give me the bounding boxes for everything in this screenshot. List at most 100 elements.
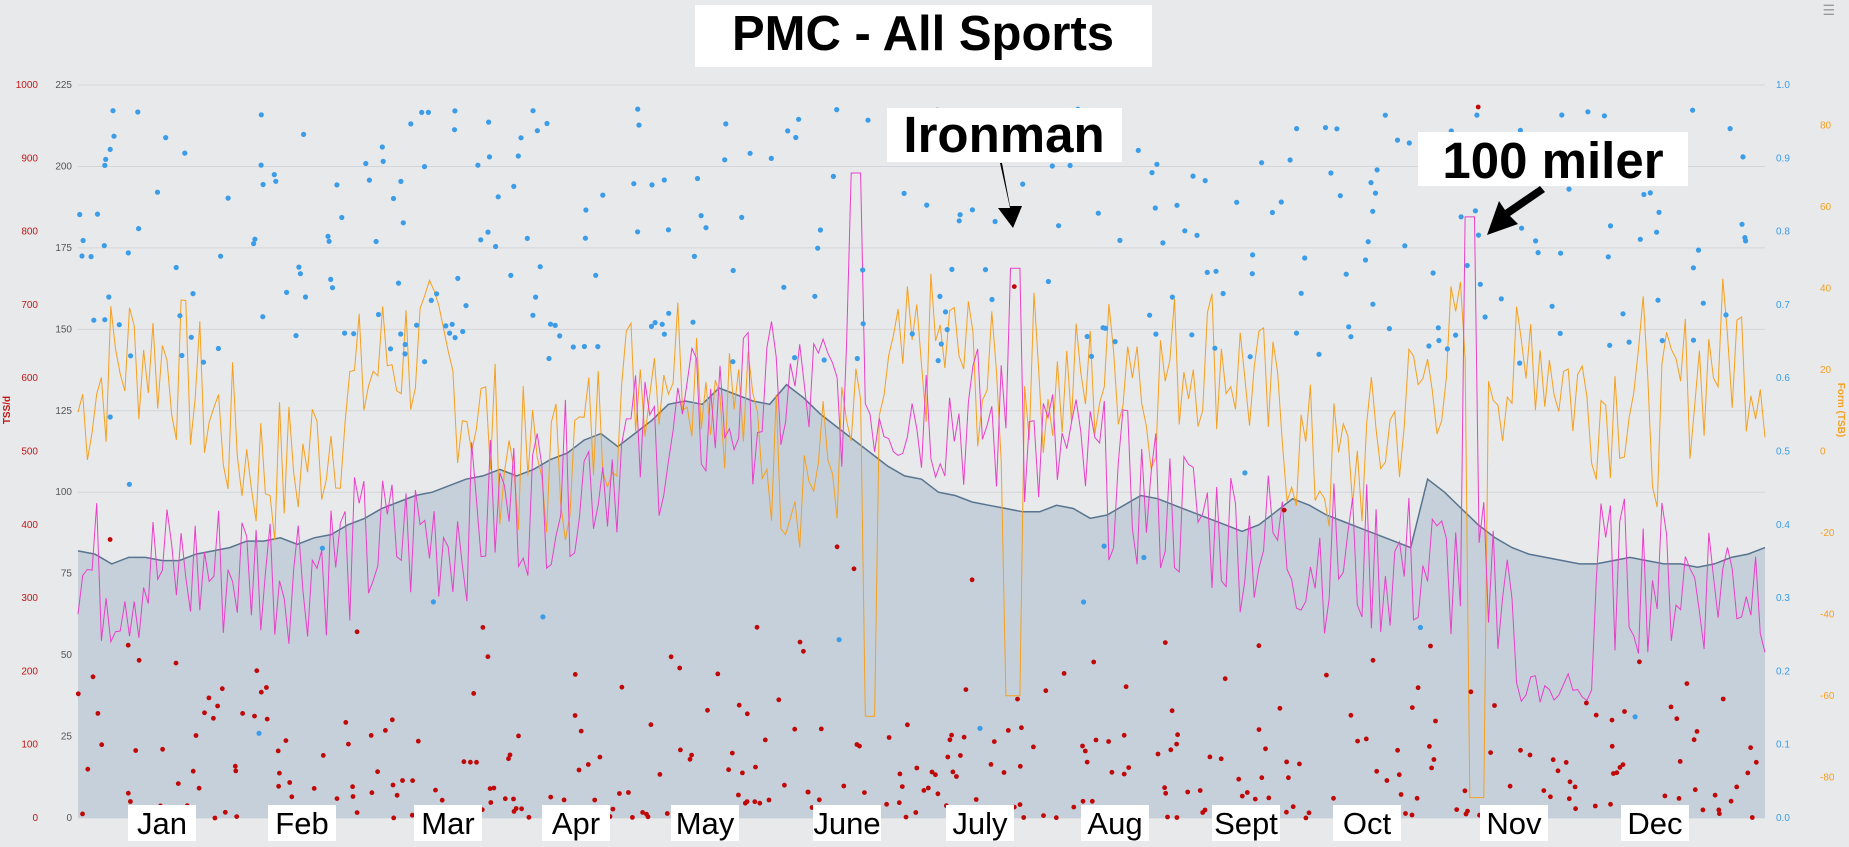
tss-point: [127, 799, 133, 804]
tss-point: [1396, 772, 1402, 778]
tss-point: [471, 691, 477, 696]
intensity-point: [428, 297, 434, 303]
tss-point: [1593, 712, 1599, 718]
intensity-point: [1417, 624, 1423, 631]
intensity-point: [1135, 147, 1141, 153]
tss-point: [526, 814, 532, 820]
intensity-point: [1020, 181, 1026, 187]
intensity-point: [552, 322, 558, 328]
tss-point: [626, 790, 631, 795]
tss-point: [160, 746, 166, 752]
intensity-point: [739, 214, 745, 220]
intensity-point: [1458, 214, 1464, 220]
tss-point: [1084, 759, 1090, 765]
intensity-point: [793, 134, 799, 141]
tss-point: [576, 767, 582, 773]
tss-point: [668, 654, 674, 660]
intensity-point: [546, 355, 552, 362]
intensity-point: [1328, 170, 1334, 176]
intensity-point: [1056, 223, 1062, 229]
tss-point: [1492, 703, 1497, 708]
tss-point: [133, 748, 139, 753]
tss-point: [1252, 796, 1258, 802]
tss-point: [461, 759, 467, 765]
annotation-bg: [1418, 132, 1688, 186]
tss-axis-tick: 800: [21, 227, 38, 238]
tss-point: [1244, 790, 1250, 795]
tss-point: [762, 737, 768, 743]
intensity-point: [301, 131, 307, 137]
intensity-point: [570, 344, 576, 350]
tss-point: [507, 752, 513, 758]
tss-point: [1592, 803, 1598, 809]
intensity-point: [80, 237, 86, 244]
intensity-point: [1435, 325, 1441, 331]
intensity-point: [495, 194, 501, 200]
intensity-point: [949, 266, 955, 272]
load-axis-tick: 25: [61, 732, 73, 743]
intensity-point: [690, 319, 696, 325]
tss-point: [1692, 787, 1698, 793]
intensity-point: [1557, 330, 1563, 336]
intensity-axis-tick: 0.5: [1776, 447, 1790, 458]
tss-point: [415, 738, 421, 744]
intensity-point: [652, 320, 658, 326]
intensity-point: [593, 272, 599, 278]
intensity-point: [1519, 225, 1525, 231]
month-label-bg: [813, 805, 881, 841]
tss-axis-tick: 200: [21, 666, 38, 677]
tss-point: [1572, 784, 1578, 790]
tss-point: [90, 674, 96, 680]
tss-point: [969, 577, 975, 583]
tss-point: [1674, 716, 1680, 722]
tss-point: [283, 738, 289, 743]
intensity-point: [485, 229, 491, 235]
chart-title-group: PMC - All Sports: [695, 5, 1152, 67]
intensity-point: [179, 352, 185, 359]
tss-point: [311, 786, 317, 791]
tss-point: [1567, 779, 1573, 785]
tss-point: [1263, 746, 1268, 752]
tss-point: [196, 785, 202, 791]
tss-point: [1121, 771, 1127, 777]
tss-point: [1163, 790, 1169, 796]
intensity-point: [1152, 205, 1158, 211]
tss-point: [752, 799, 758, 805]
intensity-point: [434, 291, 440, 297]
intensity-axis-tick: 0.3: [1776, 593, 1790, 604]
tss-point: [346, 741, 351, 747]
tss-point: [1475, 104, 1481, 110]
intensity-point: [328, 276, 334, 282]
tss-point: [1677, 759, 1683, 764]
intensity-point: [792, 355, 798, 361]
intensity-point: [1739, 221, 1745, 227]
tss-point: [801, 648, 806, 654]
tss-point: [592, 797, 598, 803]
tss-point: [1121, 732, 1127, 738]
intensity-point: [1566, 186, 1572, 192]
tss-point: [988, 762, 994, 767]
intensity-point: [1430, 270, 1436, 276]
menu-icon[interactable]: ☰: [1822, 2, 1835, 18]
intensity-point: [366, 177, 372, 183]
tss-point: [1409, 812, 1415, 818]
tss-point: [334, 796, 340, 801]
month-label: May: [676, 806, 735, 841]
tss-point: [1155, 751, 1161, 757]
intensity-point: [1154, 161, 1160, 167]
tss-point: [1175, 732, 1180, 738]
tss-point: [857, 743, 862, 749]
intensity-point: [781, 284, 787, 290]
tss-axis-label: TSS/d: [2, 396, 13, 424]
tss-point: [678, 747, 683, 753]
tss-point: [1043, 688, 1049, 694]
month-label-bg: [414, 805, 482, 841]
ironman-arrow-icon: [998, 163, 1022, 228]
tss-point: [742, 800, 748, 806]
tss-point: [391, 815, 397, 821]
intensity-point: [430, 599, 436, 605]
tss-point: [502, 796, 508, 802]
tss-point: [511, 796, 516, 802]
tss-point: [903, 814, 909, 820]
intensity-point: [860, 321, 866, 327]
